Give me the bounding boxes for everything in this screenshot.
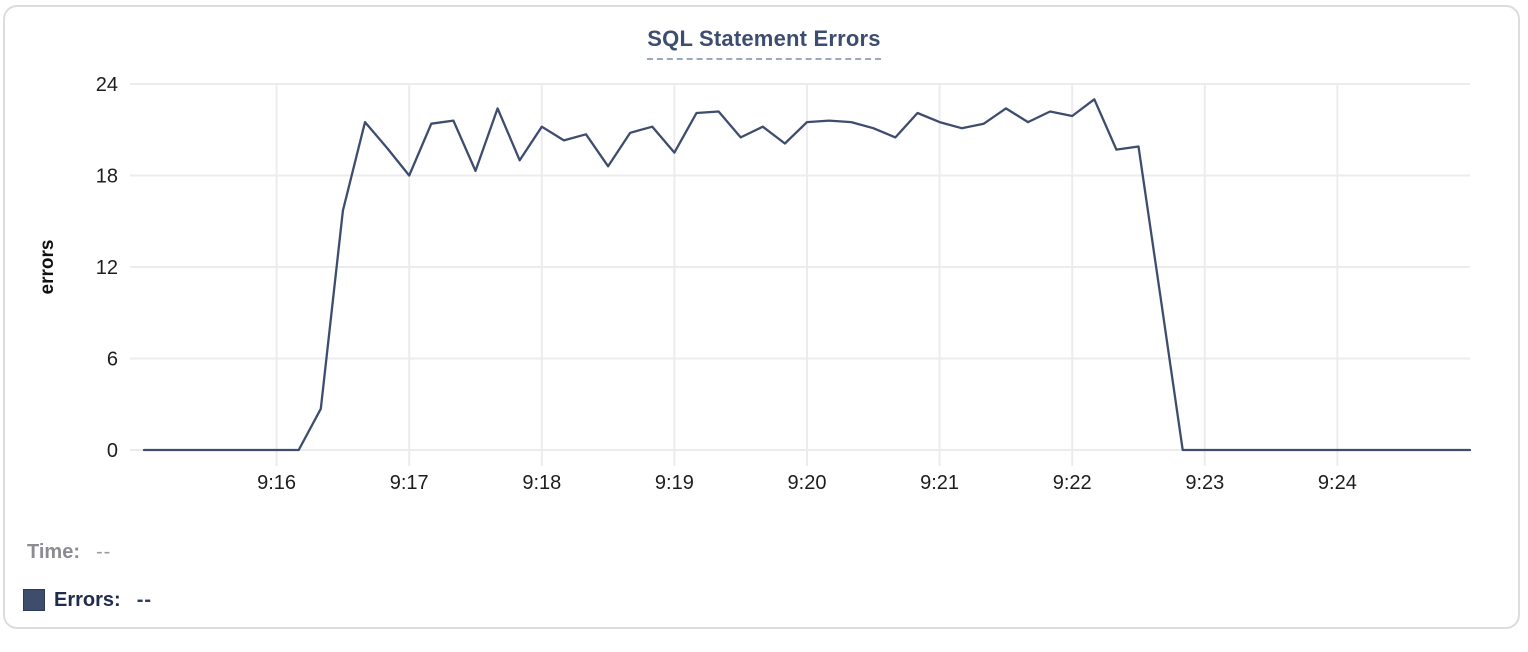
chart-card <box>3 5 1520 629</box>
y-tick-label: 24 <box>96 74 118 96</box>
x-tick-label: 9:20 <box>788 472 827 494</box>
tooltip-time-value: -- <box>95 540 112 563</box>
tooltip-errors-value: -- <box>136 588 153 611</box>
y-tick-label: 6 <box>107 349 118 371</box>
x-tick-label: 9:24 <box>1318 472 1357 494</box>
x-tick-label: 9:17 <box>390 472 429 494</box>
x-tick-label: 9:16 <box>257 472 296 494</box>
x-tick-label: 9:23 <box>1185 472 1224 494</box>
errors-series-line <box>142 98 1472 452</box>
y-tick-label: 18 <box>96 166 118 188</box>
hover-legend: Time: -- Errors: -- <box>23 540 152 636</box>
y-tick-label: 0 <box>107 440 118 462</box>
tooltip-time-label: Time: <box>27 540 80 563</box>
x-tick-label: 9:18 <box>522 472 561 494</box>
legend-errors-label: Errors: <box>54 588 121 611</box>
x-tick-label: 9:19 <box>655 472 694 494</box>
tooltip-time-row: Time: -- <box>23 540 152 564</box>
errors-series-swatch <box>23 589 45 611</box>
chart-title[interactable]: SQL Statement Errors <box>647 26 881 60</box>
chart-header: SQL Statement Errors <box>0 26 1528 60</box>
x-tick-label: 9:21 <box>920 472 959 494</box>
y-tick-label: 12 <box>96 257 118 279</box>
legend-errors-row[interactable]: Errors: -- <box>23 588 152 612</box>
x-tick-label: 9:22 <box>1053 472 1092 494</box>
